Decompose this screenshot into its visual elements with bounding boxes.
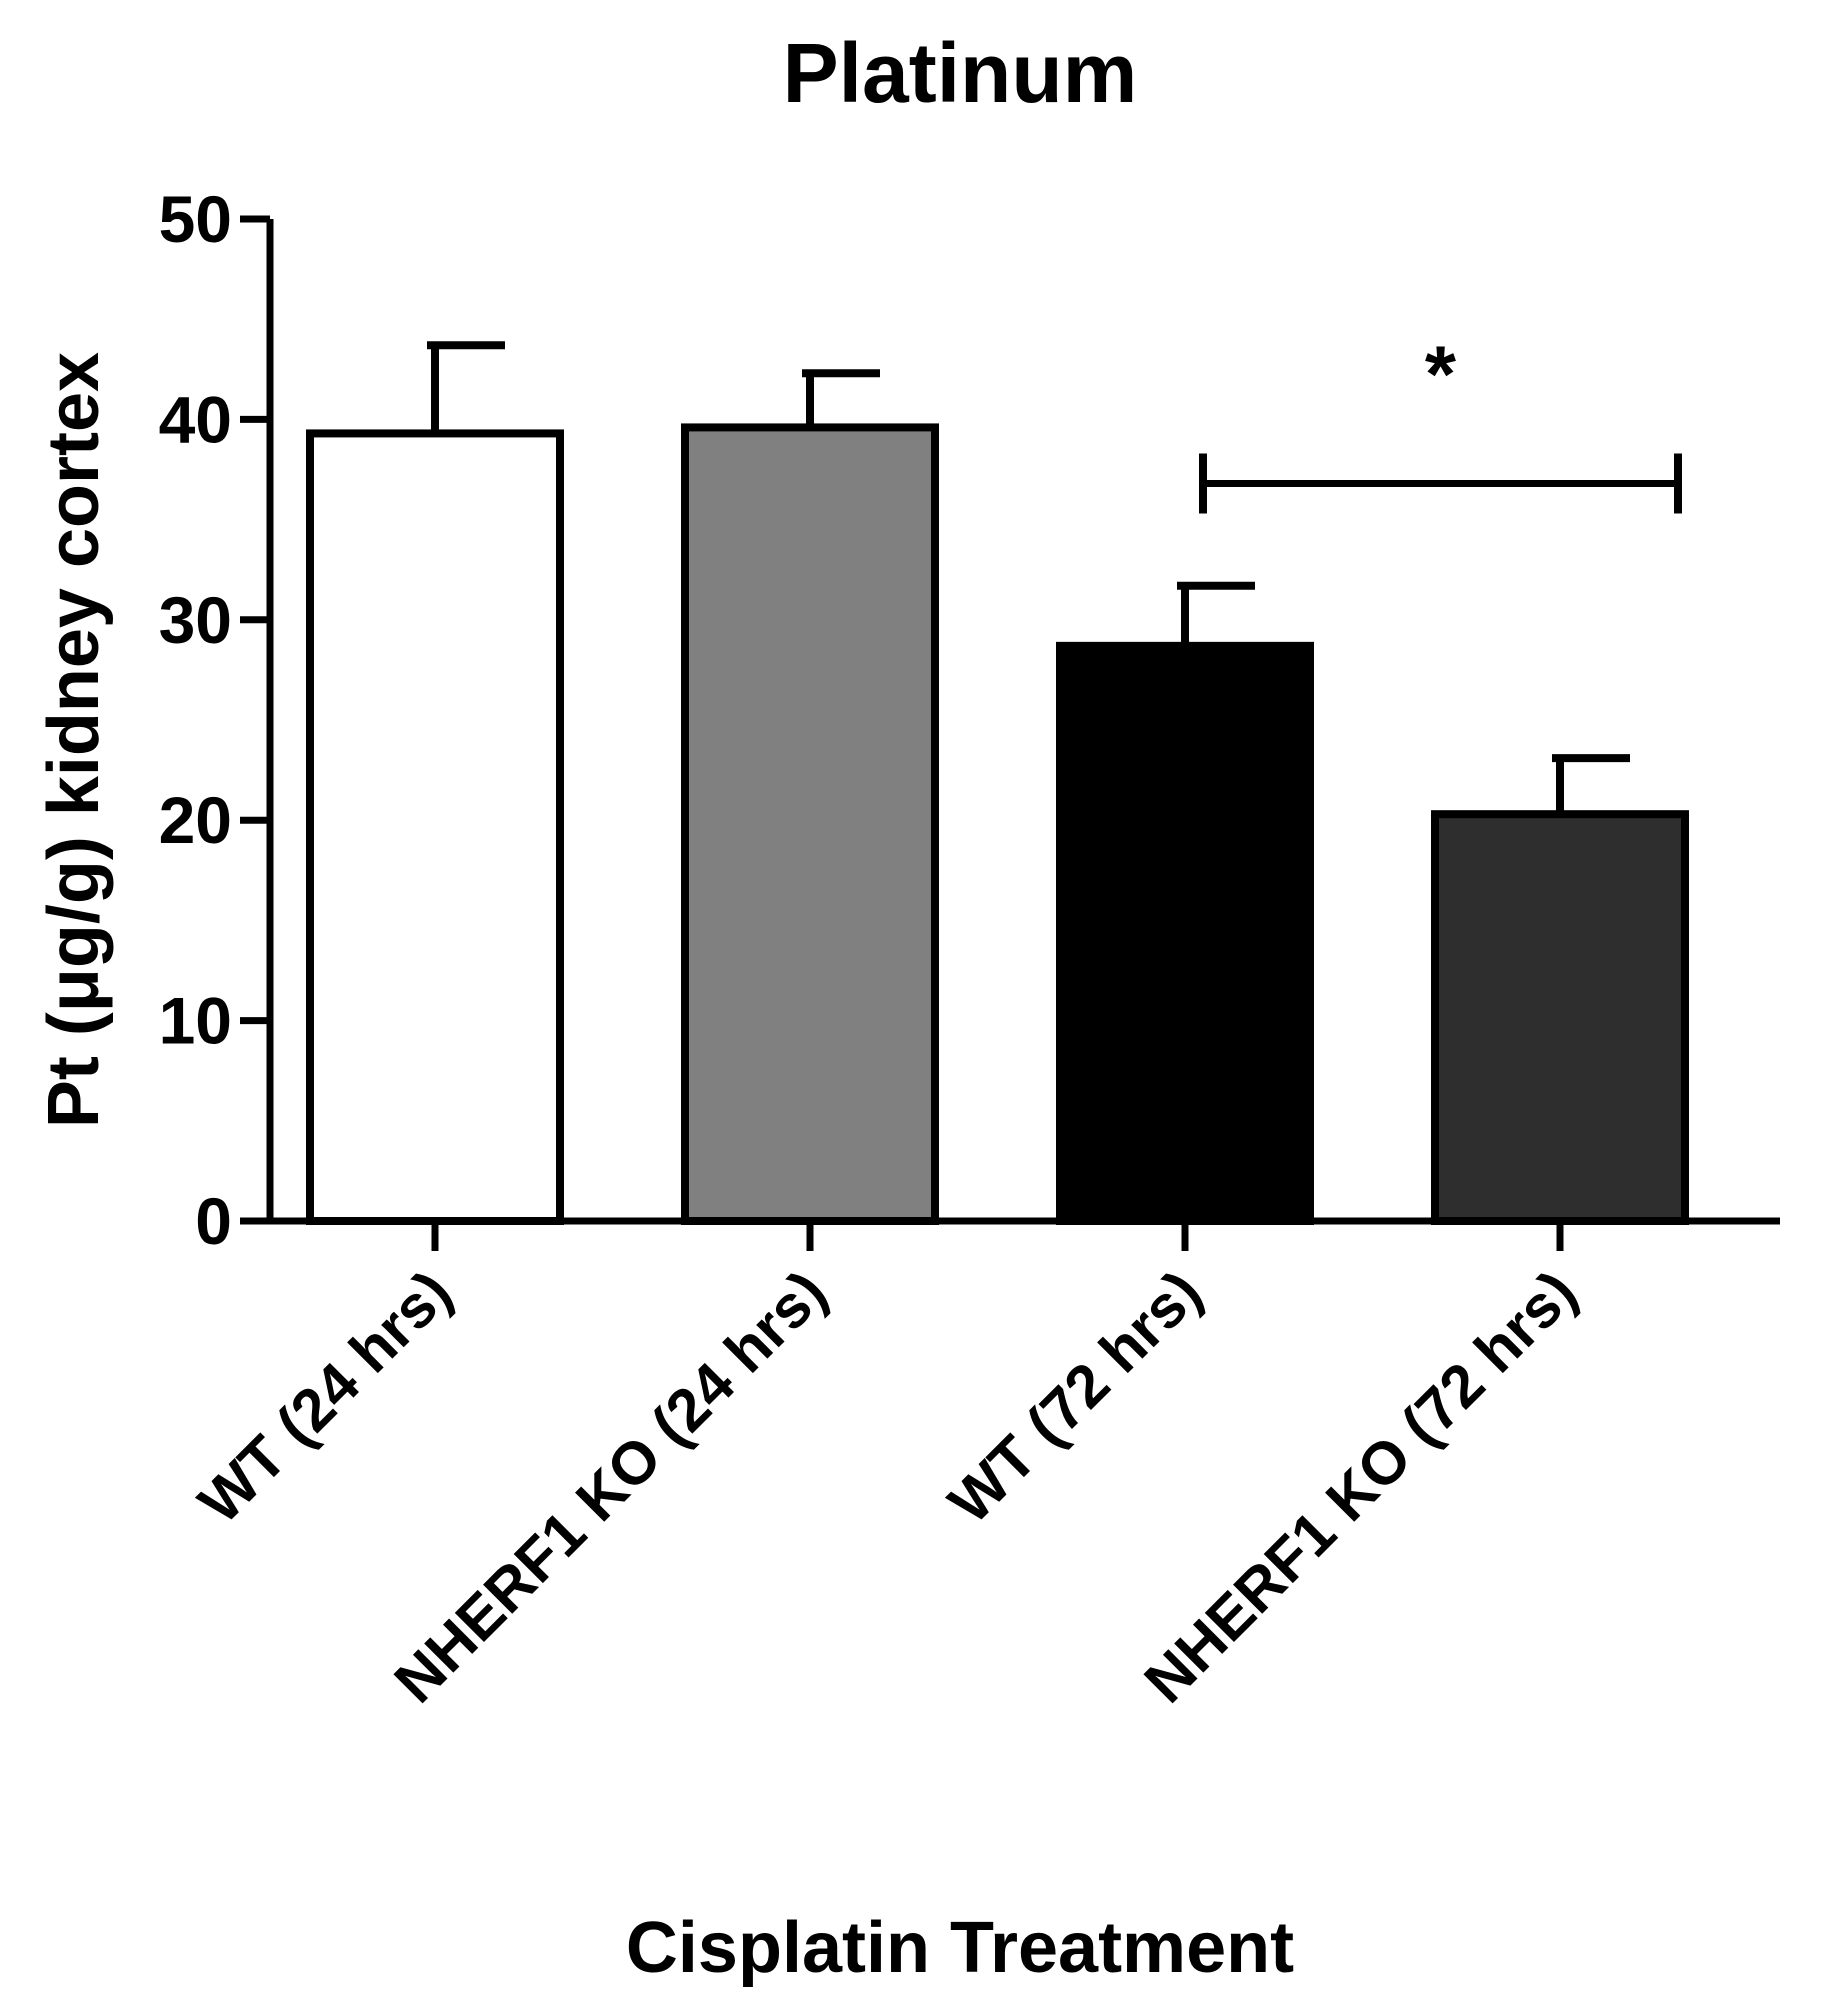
- x-axis-title: Cisplatin Treatment: [626, 1908, 1294, 1988]
- y-tick-label-50: 50: [159, 182, 232, 256]
- chart-title: Platinum: [783, 26, 1138, 120]
- x-tick-label-1: NHERF1 KO (24 hrs): [382, 1258, 840, 1716]
- y-tick-label-30: 30: [159, 583, 232, 657]
- y-tick-label-20: 20: [159, 783, 232, 857]
- y-tick-label-40: 40: [159, 382, 232, 456]
- bar-1: [681, 423, 939, 1225]
- plot-area: 0 10 20 30 40 50 WT (24 hrs)NHERF1 KO (24 hrs)…: [159, 182, 1780, 1715]
- bar-0: [306, 429, 564, 1226]
- bar-3: [1431, 810, 1689, 1225]
- y-tick-label-10: 10: [159, 984, 232, 1058]
- significance-label: *: [1425, 330, 1457, 419]
- y-tick-label-0: 0: [195, 1184, 232, 1258]
- bar-2: [1056, 641, 1314, 1225]
- y-axis-title: Pt (μg/g) kidney cortex: [34, 352, 114, 1128]
- x-tick-label-3: NHERF1 KO (72 hrs): [1132, 1258, 1590, 1716]
- x-tick-label-2: WT (72 hrs): [936, 1258, 1214, 1536]
- x-tick-label-0: WT (24 hrs): [186, 1258, 464, 1536]
